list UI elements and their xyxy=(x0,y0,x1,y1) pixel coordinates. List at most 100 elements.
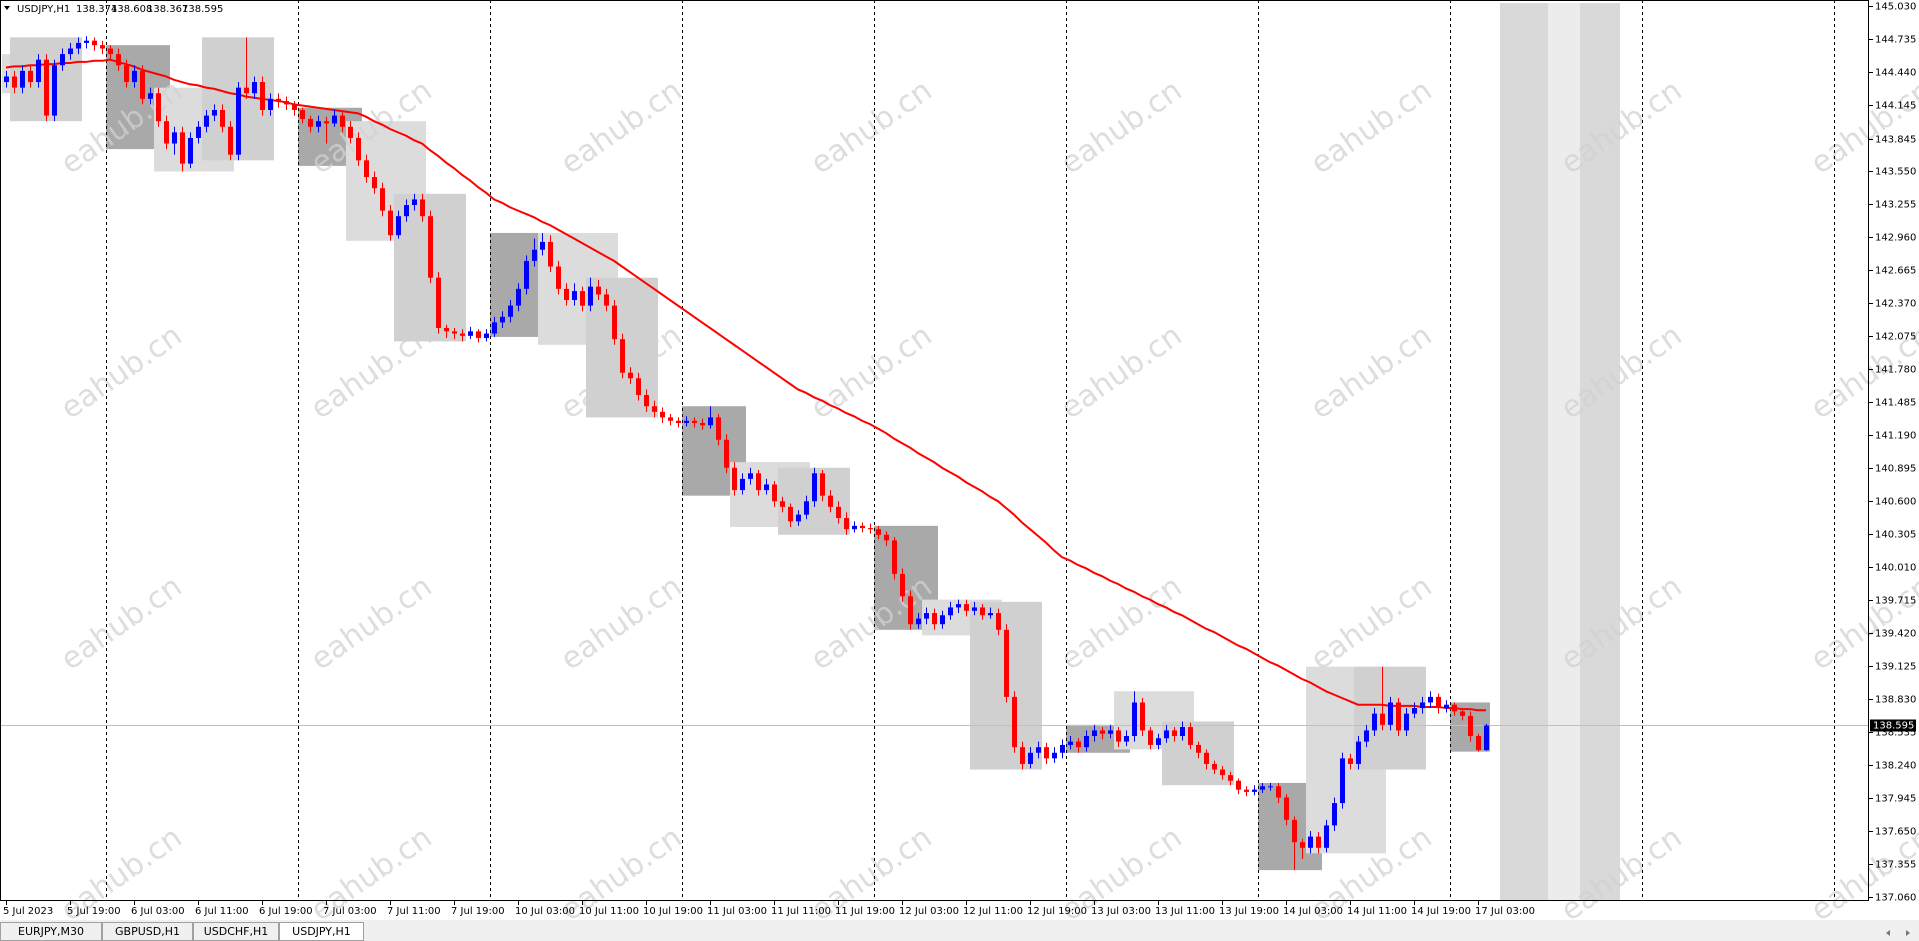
candle-body xyxy=(700,423,705,426)
candle-body xyxy=(260,82,265,110)
candle-body xyxy=(300,109,305,119)
candle-body xyxy=(1004,629,1009,697)
candle-body xyxy=(1148,730,1153,745)
candle-body xyxy=(708,417,713,426)
candle-body xyxy=(380,188,385,211)
candle-body xyxy=(20,70,25,88)
candle-body xyxy=(140,70,145,99)
candle-body xyxy=(908,596,913,625)
y-tick-label: 140.305 xyxy=(1875,530,1916,541)
y-tick-label: 138.535 xyxy=(1875,728,1916,739)
candle-body xyxy=(580,291,585,306)
candle-body xyxy=(1420,702,1425,709)
tab-label[interactable]: EURJPY,M30 xyxy=(18,925,84,938)
candle-body xyxy=(492,322,497,334)
candle-body xyxy=(1404,713,1409,731)
y-tick-label: 139.125 xyxy=(1875,662,1916,673)
candle-body xyxy=(1188,727,1193,745)
tab-scroll-left[interactable] xyxy=(1886,930,1890,936)
candle-body xyxy=(1332,803,1337,826)
candle-body xyxy=(1308,836,1313,848)
y-tick-label: 137.945 xyxy=(1875,794,1916,805)
candle-body xyxy=(1092,730,1097,737)
candle-body xyxy=(780,501,785,507)
candle-body xyxy=(716,417,721,440)
x-tick-label: 7 Jul 19:00 xyxy=(451,906,505,917)
x-tick-label: 14 Jul 03:00 xyxy=(1283,906,1343,917)
candle-body xyxy=(1084,736,1089,748)
candle-body xyxy=(1164,730,1169,739)
y-tick-label: 140.895 xyxy=(1875,464,1916,475)
plot-frame xyxy=(0,0,1869,901)
candle-body xyxy=(228,126,233,155)
candle-body xyxy=(36,59,41,83)
candle-body xyxy=(1196,744,1201,753)
candle-body xyxy=(772,484,777,502)
candle-body xyxy=(404,205,409,217)
candle-body xyxy=(388,210,393,236)
candle-body xyxy=(980,607,985,616)
tab-label[interactable]: USDCHF,H1 xyxy=(204,925,269,938)
y-tick-label: 142.960 xyxy=(1875,233,1916,244)
candle-body xyxy=(1468,715,1473,737)
candle-body xyxy=(4,76,9,83)
candle-body xyxy=(692,420,697,424)
header-value: 138.374 xyxy=(76,4,117,15)
header-arrow xyxy=(4,6,10,10)
x-tick-label: 12 Jul 11:00 xyxy=(963,906,1023,917)
x-tick-label: 11 Jul 11:00 xyxy=(771,906,831,917)
candle-body xyxy=(420,199,425,217)
candle-body xyxy=(1348,758,1353,764)
candles xyxy=(4,36,1489,871)
candle-body xyxy=(500,316,505,323)
candle-body xyxy=(324,121,329,124)
x-tick-label: 14 Jul 19:00 xyxy=(1411,906,1471,917)
candle-body xyxy=(724,439,729,468)
candle-body xyxy=(340,115,345,127)
x-tick-label: 17 Jul 03:00 xyxy=(1475,906,1535,917)
candle-body xyxy=(828,495,833,507)
candle-body xyxy=(836,506,841,519)
x-tick-label: 13 Jul 11:00 xyxy=(1155,906,1215,917)
candle-body xyxy=(1236,780,1241,790)
candle-body xyxy=(1324,825,1329,848)
candle-body xyxy=(964,604,969,611)
candle-body xyxy=(868,528,873,530)
candle-body xyxy=(1116,730,1121,742)
axes: 145.030 144.735 144.440 144.145 143.845 143.5… xyxy=(0,0,1916,917)
y-tick-label: 143.550 xyxy=(1875,167,1916,178)
candle-body xyxy=(1212,763,1217,770)
tab-label[interactable]: USDJPY,H1 xyxy=(292,925,351,938)
tab-bar-bg xyxy=(0,920,1919,941)
candle-body xyxy=(604,294,609,306)
candle-body xyxy=(732,467,737,491)
candle-body xyxy=(956,604,961,608)
candle-body xyxy=(548,241,553,267)
y-tick-label: 139.715 xyxy=(1875,596,1916,607)
candle-body xyxy=(28,70,33,83)
candle-body xyxy=(1244,789,1249,792)
candle-body xyxy=(1252,789,1257,792)
candle-body xyxy=(524,260,529,289)
y-tick-label: 141.485 xyxy=(1875,398,1916,409)
candle-body xyxy=(1156,738,1161,745)
y-tick-label: 137.060 xyxy=(1875,893,1916,904)
candle-body xyxy=(212,109,217,116)
y-tick-label: 143.845 xyxy=(1875,135,1916,146)
candle-body xyxy=(484,333,489,339)
tab-scroll-right[interactable] xyxy=(1906,930,1910,936)
candle-body xyxy=(68,48,73,55)
candle-body xyxy=(124,65,129,83)
candle-body xyxy=(756,473,761,491)
candle-body xyxy=(316,121,321,127)
candle-body xyxy=(628,372,633,379)
candle-body xyxy=(60,54,65,66)
candle-body xyxy=(148,93,153,99)
candle-body xyxy=(1364,730,1369,742)
tab-label[interactable]: GBPUSD,H1 xyxy=(115,925,180,938)
candle-body xyxy=(100,45,105,49)
candle-body xyxy=(996,613,1001,630)
candle-body xyxy=(676,420,681,424)
candle-body xyxy=(76,42,81,49)
